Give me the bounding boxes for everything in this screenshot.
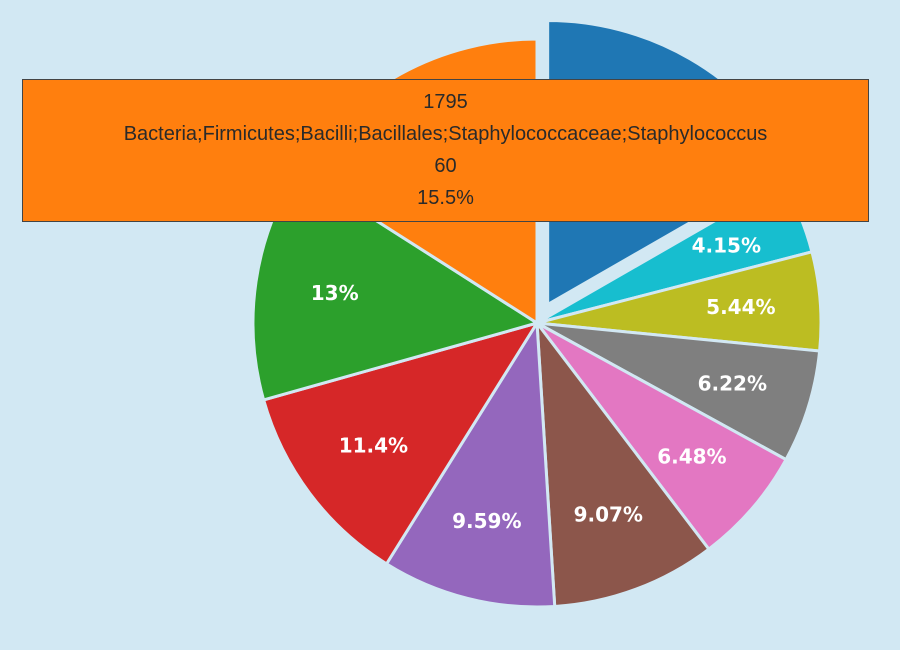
pie-slice-labels: 4.15% 5.44% 6.22% 6.48% 9.07% 9.59% 11.4% 13%	[311, 234, 776, 534]
pie-slice-4[interactable]	[535, 321, 789, 552]
pie-slice-7[interactable]	[261, 320, 541, 566]
pie-slice-label-7: 11.4%	[339, 434, 408, 458]
pie-slice-label-2: 5.44%	[706, 295, 775, 319]
pie-slice-label-5: 9.07%	[574, 503, 643, 527]
pie-slice-label-4: 6.48%	[657, 444, 726, 468]
tooltip-percent: 15.5%	[417, 187, 474, 209]
tooltip-label: Bacteria;Firmicutes;Bacilli;Bacillales;S…	[123, 123, 768, 145]
tooltip-value: 60	[434, 155, 457, 177]
pie-slice-3[interactable]	[536, 321, 822, 462]
pie-slice-5[interactable]	[535, 318, 711, 609]
pie-slice-label-6: 9.59%	[452, 509, 521, 533]
pie-slice-6[interactable]	[384, 318, 557, 609]
pie-slice-label-3: 6.22%	[698, 371, 767, 395]
pie-slice-label-8: 13%	[311, 281, 359, 305]
tooltip-id: 1795	[423, 91, 468, 113]
pie-slice-label-1: 4.15%	[692, 234, 761, 258]
hover-tooltip: 1795 Bacteria;Firmicutes;Bacilli;Bacilla…	[22, 79, 869, 222]
pie-slices	[251, 19, 823, 609]
